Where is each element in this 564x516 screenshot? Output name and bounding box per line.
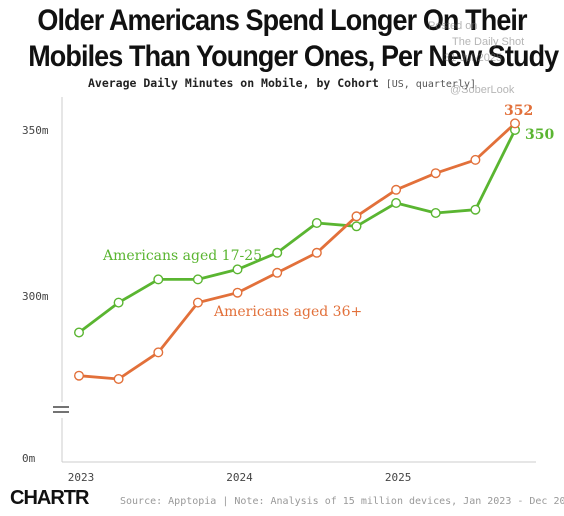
series-line-36-plus [77,122,517,381]
chart-title-line-1: Older Americans Spend Longer On Their [37,4,527,37]
subtitle-tag: [US, quarterly] [385,79,477,90]
data-point-36-plus [470,154,481,165]
data-point-17-25 [73,327,84,338]
data-point-17-25 [153,274,164,285]
series-label-17-25: Americans aged 17-25 [102,248,262,264]
watermark-date: 31-Jul-2025 [444,52,503,64]
data-point-36-plus [391,184,402,195]
chartr-logo: CHARTR [10,487,89,509]
data-point-17-25 [430,207,441,218]
chart-title-line-2: Mobiles Than Younger Ones, Per New Study [28,40,559,73]
axis-layer [53,97,536,463]
data-point-17-25 [113,297,124,308]
watermark-publisher: The Daily Shot [452,36,525,48]
x-tick-label: 2025 [385,471,412,484]
source-note: Source: Apptopia | Note: Analysis of 15 … [120,496,564,507]
data-point-17-25 [192,274,203,285]
data-point-17-25 [391,197,402,208]
x-tick-label: 2023 [68,471,95,484]
watermark-handle: @SoberLook [450,84,515,96]
end-value-label-17-25: 350 [525,127,554,143]
data-point-36-plus [510,118,521,129]
y-tick-label: 300m [22,290,49,303]
data-point-36-plus [192,297,203,308]
data-point-36-plus [232,287,243,298]
data-point-36-plus [153,347,164,358]
data-point-36-plus [351,211,362,222]
data-point-36-plus [311,247,322,258]
data-point-36-plus [272,267,283,278]
y-tick-label: 350m [22,124,49,137]
y-tick-label: 0m [22,452,36,465]
series-line-17-25 [77,128,517,334]
series-label-36-plus: Americans aged 36+ [213,304,362,320]
data-point-17-25 [232,264,243,275]
data-point-17-25 [311,217,322,228]
subtitle-main: Average Daily Minutes on Mobile, by Coho… [87,76,379,90]
series-layer [73,118,521,385]
data-point-36-plus [430,168,441,179]
data-point-17-25 [470,204,481,215]
data-point-17-25 [272,247,283,258]
data-point-36-plus [113,374,124,385]
watermark-posted-on: Posted on [428,20,478,32]
chart-subtitle: Average Daily Minutes on Mobile, by Coho… [0,76,564,90]
data-point-17-25 [351,221,362,232]
label-layer: 350m 300m 0m 2023 2024 2025 Americans aged 17-… [22,103,554,484]
end-value-label-36-plus: 352 [504,103,533,119]
x-tick-label: 2024 [226,471,253,484]
data-point-36-plus [73,370,84,381]
